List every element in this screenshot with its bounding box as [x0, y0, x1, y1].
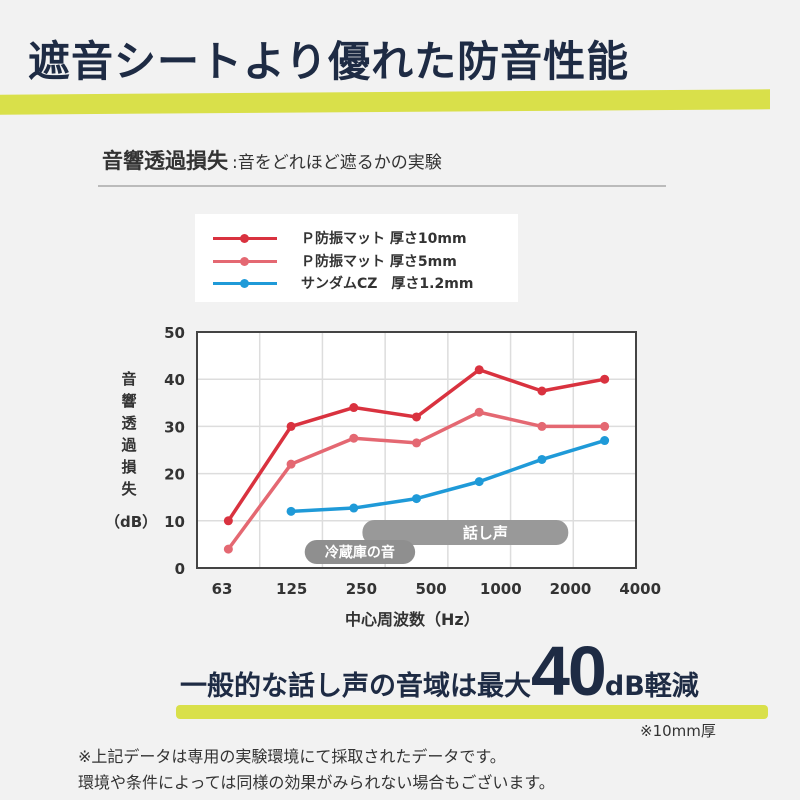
data-point: [600, 436, 610, 446]
headline-prefix: 一般的な話し声の音域は最大: [180, 671, 531, 702]
y-tick-label: 10: [164, 513, 185, 531]
legend-label: Ｐ防振マット 厚さ10mm: [301, 231, 467, 247]
footnote: ※上記データは専用の実験環境にて採取されたデータです。 環境や条件によっては同様…: [78, 744, 555, 796]
x-tick-label: 63: [212, 580, 233, 598]
page-title: 遮音シートより優れた防音性能: [28, 37, 630, 86]
data-point: [286, 506, 296, 516]
legend-item: Ｐ防振マット 厚さ5mm: [213, 251, 457, 271]
data-point: [537, 454, 547, 464]
footnote-line: ※上記データは専用の実験環境にて採取されたデータです。: [78, 747, 506, 766]
data-point: [349, 403, 359, 413]
thickness-note: ※10mm厚: [640, 722, 716, 740]
data-point: [349, 503, 359, 513]
x-tick-label: 500: [415, 580, 446, 598]
data-point: [537, 386, 547, 396]
band-fridge: [304, 540, 416, 564]
y-tick-label: 50: [164, 324, 185, 342]
plot-frame: [196, 331, 637, 569]
y-axis-label: 音響透過損失: [121, 370, 137, 498]
headline-value: 40: [531, 632, 607, 710]
headline: 一般的な話し声の音域は最大40dB軽減: [180, 632, 699, 710]
data-point: [286, 421, 296, 431]
y-axis-unit: （dB）: [105, 513, 158, 531]
band-speech: [362, 520, 569, 545]
data-point: [537, 421, 547, 431]
chart-heading-main: 音響透過損失: [102, 149, 228, 173]
data-point: [223, 544, 233, 554]
y-tick-label: 20: [164, 466, 185, 484]
headline-suffix: dB軽減: [604, 671, 699, 702]
data-point: [412, 412, 421, 422]
data-point: [474, 365, 484, 375]
y-tick-label: 30: [164, 418, 185, 436]
data-point: [474, 407, 484, 417]
legend-swatch: [213, 278, 277, 288]
data-point: [412, 438, 421, 448]
footnote-line: 環境や条件によっては同様の効果がみられない場合もございます。: [78, 773, 555, 792]
band-speech-label: 話し声: [463, 524, 508, 542]
legend-swatch: [213, 256, 277, 266]
legend-item: Ｐ防振マット 厚さ10mm: [213, 228, 467, 248]
x-tick-label: 4000: [619, 580, 661, 598]
data-point: [600, 421, 610, 431]
y-tick-label: 40: [164, 371, 185, 389]
y-tick-label: 0: [175, 560, 185, 578]
data-point: [412, 494, 421, 504]
legend-item: サンダムCZ 厚さ1.2mm: [213, 273, 473, 293]
headline-highlight: [176, 705, 768, 719]
divider: [98, 185, 666, 187]
chart-legend: Ｐ防振マット 厚さ10mm Ｐ防振マット 厚さ5mm サンダムCZ 厚さ1.2m…: [195, 214, 518, 302]
chart-heading: 音響透過損失:音をどれほど遮るかの実験: [102, 145, 442, 175]
x-tick-label: 2000: [550, 580, 592, 598]
legend-label: サンダムCZ 厚さ1.2mm: [301, 276, 474, 292]
chart-heading-desc: :音をどれほど遮るかの実験: [232, 153, 442, 173]
x-tick-label: 250: [346, 580, 377, 598]
data-point: [474, 477, 484, 487]
legend-swatch: [213, 233, 277, 243]
data-point: [223, 516, 233, 526]
series-line-2: [290, 438, 606, 514]
x-tick-label: 1000: [480, 580, 522, 598]
data-point: [600, 374, 610, 384]
legend-label: Ｐ防振マット 厚さ5mm: [301, 254, 457, 270]
x-axis-label: 中心周波数（Hz）: [345, 610, 480, 629]
data-point: [286, 459, 296, 469]
data-point: [349, 433, 359, 443]
x-tick-label: 125: [276, 580, 307, 598]
band-fridge-label: 冷蔵庫の音: [325, 544, 395, 561]
